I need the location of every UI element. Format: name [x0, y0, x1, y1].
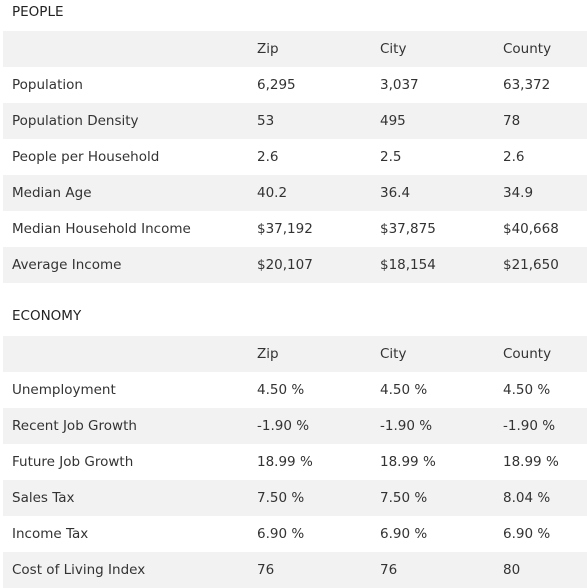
header-row: Zip City County — [3, 336, 587, 372]
data-row: Recent Job Growth -1.90 % -1.90 % -1.90 % — [3, 408, 587, 444]
cell-value: 18.99 % — [257, 454, 313, 470]
row-label: People per Household — [12, 149, 160, 165]
table-section: PEOPLE Zip City County Population 6,295 3,037 6… — [0, 0, 587, 283]
cell-value: -1.90 % — [257, 418, 310, 434]
cell-value: 7.50 % — [257, 490, 305, 506]
section-title: PEOPLE — [12, 4, 64, 20]
cell-value: 6.90 % — [380, 526, 428, 542]
column-header: Zip — [257, 346, 279, 362]
cell-value: 76 — [257, 562, 275, 578]
row-label: Median Household Income — [12, 221, 191, 237]
column-header: Zip — [257, 41, 279, 57]
cell-value: 18.99 % — [380, 454, 436, 470]
cell-value: $37,192 — [257, 221, 313, 237]
cell-value: 2.6 — [257, 149, 279, 165]
cell-value: -1.90 % — [380, 418, 433, 434]
cell-value: 36.4 — [380, 185, 411, 201]
cell-value: 3,037 — [380, 77, 419, 93]
data-row: Sales Tax 7.50 % 7.50 % 8.04 % — [3, 480, 587, 516]
cell-value: 18.99 % — [503, 454, 559, 470]
cell-value: $40,668 — [503, 221, 559, 237]
row-label: Cost of Living Index — [12, 562, 146, 578]
data-row: Population 6,295 3,037 63,372 — [3, 67, 587, 103]
cell-value: 2.6 — [503, 149, 525, 165]
data-row: Median Age 40.2 36.4 34.9 — [3, 175, 587, 211]
data-row: Future Job Growth 18.99 % 18.99 % 18.99 % — [3, 444, 587, 480]
cell-value: 78 — [503, 113, 521, 129]
cell-value: 63,372 — [503, 77, 551, 93]
data-row: Cost of Living Index 76 76 80 — [3, 552, 587, 588]
cell-value: 2.5 — [380, 149, 402, 165]
cell-value: 7.50 % — [380, 490, 428, 506]
cell-value: 76 — [380, 562, 398, 578]
data-row: Average Income $20,107 $18,154 $21,650 — [3, 247, 587, 283]
cell-value: $18,154 — [380, 257, 436, 273]
column-header: City — [380, 41, 407, 57]
cell-value: 4.50 % — [257, 382, 305, 398]
table-section: ECONOMY Zip City County Unemployment 4.50 % 4.… — [0, 283, 587, 588]
cell-value: 40.2 — [257, 185, 288, 201]
cell-value: 4.50 % — [380, 382, 428, 398]
row-label: Future Job Growth — [12, 454, 134, 470]
row-label: Recent Job Growth — [12, 418, 137, 434]
data-row: Population Density 53 495 78 — [3, 103, 587, 139]
column-header: County — [503, 346, 552, 362]
data-row: Income Tax 6.90 % 6.90 % 6.90 % — [3, 516, 587, 552]
column-header: City — [380, 346, 407, 362]
section-title: ECONOMY — [12, 308, 82, 324]
data-row: Median Household Income $37,192 $37,875 $40… — [3, 211, 587, 247]
cell-value: 53 — [257, 113, 275, 129]
row-label: Income Tax — [12, 526, 89, 542]
column-header: County — [503, 41, 552, 57]
cell-value: 6,295 — [257, 77, 296, 93]
cell-value: 495 — [380, 113, 406, 129]
row-label: Average Income — [12, 257, 122, 273]
row-label: Sales Tax — [12, 490, 75, 506]
data-row: People per Household 2.6 2.5 2.6 — [3, 139, 587, 175]
cell-value: -1.90 % — [503, 418, 556, 434]
row-label: Unemployment — [12, 382, 116, 398]
row-label: Population Density — [12, 113, 139, 129]
cell-value: $21,650 — [503, 257, 559, 273]
cell-value: $37,875 — [380, 221, 436, 237]
data-row: Unemployment 4.50 % 4.50 % 4.50 % — [3, 372, 587, 408]
row-label: Median Age — [12, 185, 92, 201]
cell-value: 8.04 % — [503, 490, 551, 506]
header-row: Zip City County — [3, 31, 587, 67]
row-label: Population — [12, 77, 83, 93]
cell-value: 80 — [503, 562, 521, 578]
cell-value: 6.90 % — [503, 526, 551, 542]
cell-value: 34.9 — [503, 185, 534, 201]
cell-value: $20,107 — [257, 257, 313, 273]
cell-value: 4.50 % — [503, 382, 551, 398]
cell-value: 6.90 % — [257, 526, 305, 542]
